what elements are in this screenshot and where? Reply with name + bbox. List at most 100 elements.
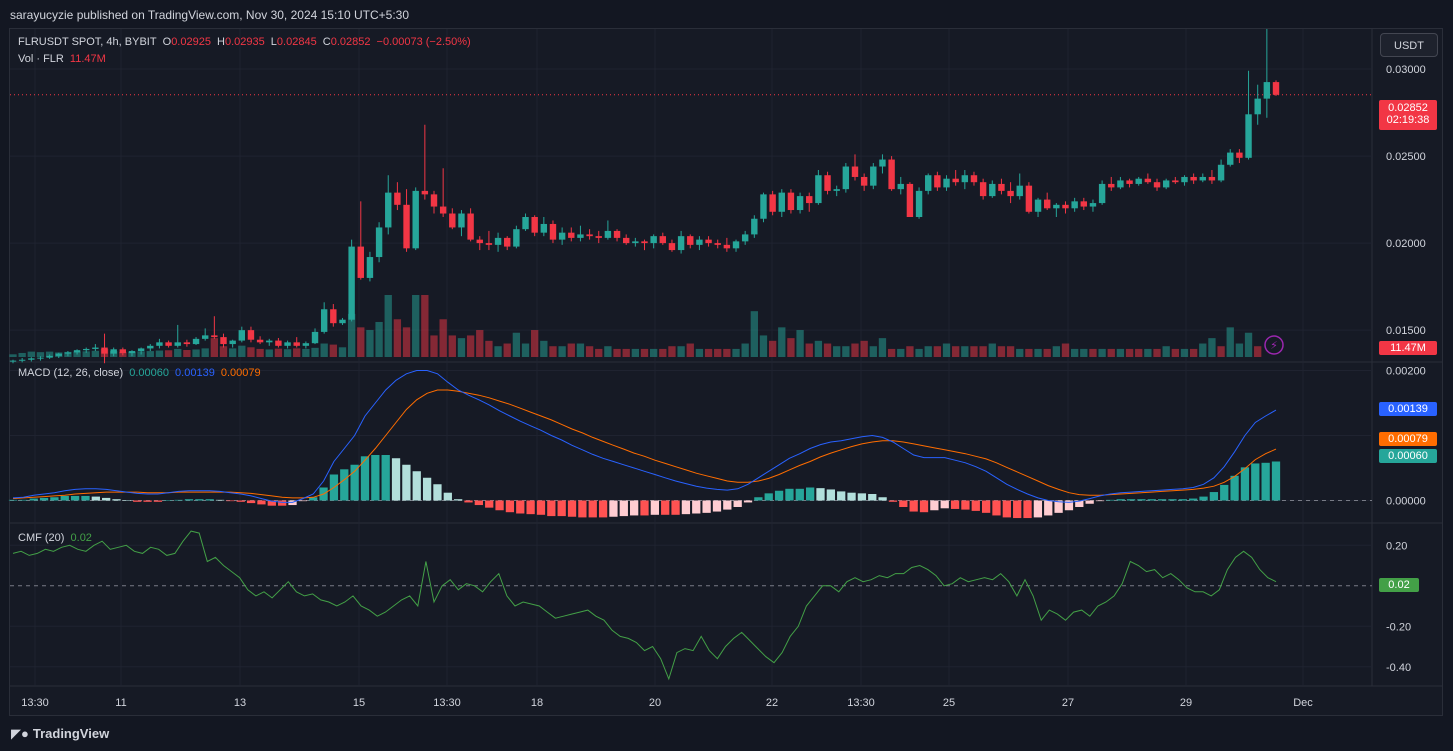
volume-bar <box>155 350 164 357</box>
volume-bar <box>1061 343 1070 357</box>
macd-histogram-bar <box>547 500 556 517</box>
macd-histogram-bar <box>567 500 577 517</box>
macd-histogram-bar <box>215 499 225 501</box>
candle-body <box>586 234 593 237</box>
candle-body <box>714 243 721 245</box>
volume-bar <box>45 351 54 357</box>
macd-line-value: 0.00139 <box>175 367 215 379</box>
candle-body <box>558 232 566 240</box>
volume-bar <box>366 330 374 357</box>
currency-button[interactable]: USDT <box>1380 33 1438 57</box>
volume-bar <box>274 348 283 357</box>
candle-body <box>1089 203 1097 207</box>
time-axis-tick: 20 <box>649 697 661 709</box>
brand-footer[interactable]: ◤● TradingView <box>11 726 109 742</box>
volume-bar <box>778 327 786 357</box>
change-value: −0.00073 (−2.50%) <box>376 36 471 48</box>
macd-histogram-bar <box>1240 467 1250 501</box>
volume-bar <box>677 346 685 357</box>
volume-bar <box>869 346 877 357</box>
candle-body <box>989 183 996 197</box>
volume-bar <box>521 343 530 357</box>
candle-body <box>1181 176 1188 183</box>
open-value: 0.02925 <box>171 36 211 48</box>
volume-bar <box>659 348 667 357</box>
candle-body <box>1098 183 1106 204</box>
macd-label[interactable]: MACD (12, 26, close) <box>18 367 124 379</box>
symbol-label[interactable]: FLRUSDT SPOT, 4h, BYBIT <box>18 36 157 48</box>
volume-bar <box>393 319 402 357</box>
macd-histogram-bar <box>1178 499 1187 501</box>
candle-body <box>1263 82 1271 99</box>
volume-bar <box>585 346 594 357</box>
macd-histogram-bar <box>433 484 442 501</box>
volume-bar <box>338 347 347 357</box>
volume-bar <box>1043 348 1051 357</box>
candle-body <box>549 223 557 240</box>
macd-histogram-bar <box>909 500 918 512</box>
macd-histogram-bar <box>1085 500 1094 504</box>
candle-body <box>92 347 99 349</box>
macd-histogram-bar <box>630 500 639 516</box>
macd-histogram-bar <box>1168 499 1177 501</box>
volume-bar <box>952 346 960 357</box>
candle-body <box>1135 178 1142 184</box>
volume-label[interactable]: Vol · FLR <box>18 53 64 65</box>
macd-histogram-bar <box>39 497 49 501</box>
candle-body <box>751 218 758 235</box>
volume-bar <box>714 348 722 357</box>
macd-histogram-bar <box>340 469 349 501</box>
macd-signal-tag: 0.00079 <box>1379 432 1437 446</box>
macd-histogram-bar <box>464 500 473 503</box>
candle-body <box>851 166 859 177</box>
candle-body <box>165 342 172 346</box>
macd-histogram-bar <box>888 500 898 502</box>
macd-histogram-bar <box>70 495 80 501</box>
candle-body <box>760 194 767 219</box>
volume-bar <box>256 348 264 357</box>
candle-body <box>998 183 1005 191</box>
candle-body <box>595 236 602 238</box>
macd-histogram-bar <box>764 493 773 501</box>
candle-body <box>815 175 822 204</box>
candle-body <box>320 309 328 332</box>
macd-histogram-bar <box>112 499 121 501</box>
candle-body <box>833 189 840 191</box>
candle-body <box>46 355 53 358</box>
candle-body <box>1236 152 1243 158</box>
volume-bar <box>485 340 493 357</box>
volume-bar <box>1070 348 1079 357</box>
candle-body <box>1245 114 1252 158</box>
volume-bar <box>613 348 621 357</box>
macd-histogram-bar <box>857 493 867 501</box>
macd-histogram-bar <box>257 500 266 505</box>
candle-body <box>9 360 17 362</box>
volume-bar <box>1226 327 1234 357</box>
candle-body <box>943 178 950 188</box>
volume-bar <box>906 346 914 357</box>
macd-histogram-bar <box>981 500 991 513</box>
main-legend: FLRUSDT SPOT, 4h, BYBIT O0.02925 H0.0293… <box>18 36 474 48</box>
macd-histogram-bar <box>81 495 90 501</box>
macd-histogram-bar <box>60 495 69 501</box>
macd-histogram-bar <box>868 494 877 501</box>
macd-histogram-bar <box>360 456 370 501</box>
candle-body <box>1071 201 1078 209</box>
candle-body <box>137 348 145 352</box>
macd-histogram-bar <box>422 477 432 501</box>
volume-bar <box>1080 348 1088 357</box>
macd-histogram-bar <box>1044 500 1053 516</box>
candle-body <box>796 196 804 211</box>
cmf-axis-tick: -0.40 <box>1386 662 1411 674</box>
candle-body <box>55 353 62 356</box>
macd-histogram-bar <box>278 500 287 506</box>
time-axis-tick: 18 <box>531 697 543 709</box>
volume-bar <box>988 343 996 357</box>
cmf-label[interactable]: CMF (20) <box>18 532 65 544</box>
macd-histogram-bar <box>246 500 256 504</box>
candle-body <box>1126 180 1133 184</box>
volume-bar <box>27 351 35 357</box>
volume-bar <box>1089 348 1097 357</box>
candle-body <box>119 349 127 354</box>
